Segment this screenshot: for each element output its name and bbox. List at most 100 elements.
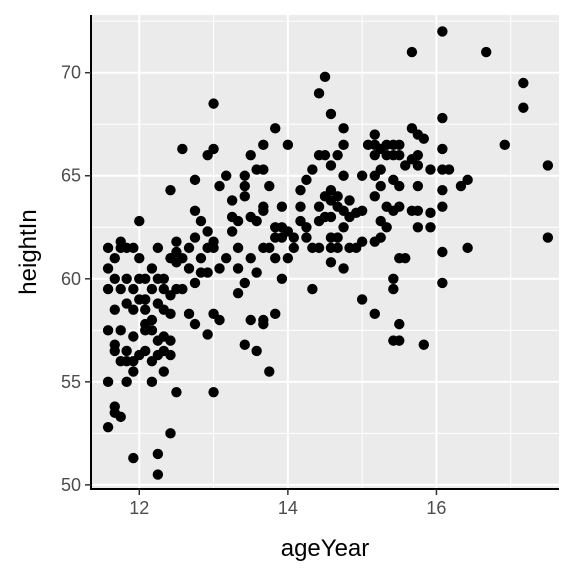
data-point <box>121 298 132 309</box>
data-point <box>325 211 337 223</box>
data-point <box>140 304 151 315</box>
data-point <box>189 318 201 330</box>
data-point <box>102 325 114 336</box>
data-point <box>325 184 337 196</box>
data-point <box>102 263 114 274</box>
data-point <box>400 252 411 264</box>
data-point <box>338 139 349 151</box>
data-point <box>128 452 139 464</box>
data-point <box>102 283 114 295</box>
y-axis-ticks: 50 55 60 65 70 <box>61 63 91 495</box>
data-point <box>542 160 554 171</box>
data-point <box>183 242 195 254</box>
data-point <box>394 139 405 151</box>
data-point <box>418 339 429 350</box>
data-point <box>146 263 158 274</box>
data-point <box>264 242 275 254</box>
x-tick-label: 12 <box>129 498 149 518</box>
data-point <box>152 469 164 480</box>
data-point <box>165 308 176 320</box>
data-point <box>165 184 176 196</box>
data-point <box>313 88 325 99</box>
data-point <box>282 252 294 264</box>
y-tick-label: 55 <box>61 372 81 392</box>
data-point <box>140 294 151 305</box>
data-point <box>295 201 306 212</box>
data-point <box>394 318 405 330</box>
data-point <box>338 222 349 233</box>
data-point <box>338 170 349 181</box>
data-point <box>375 164 386 175</box>
data-point <box>425 222 436 233</box>
data-point <box>356 236 368 247</box>
data-point <box>518 102 529 113</box>
data-point <box>443 164 455 175</box>
data-point <box>183 263 195 274</box>
data-point <box>332 149 343 161</box>
data-point <box>394 335 405 346</box>
data-point <box>313 242 325 254</box>
data-point <box>462 242 473 254</box>
data-point <box>221 170 232 181</box>
data-point <box>319 71 331 83</box>
data-point <box>202 226 213 237</box>
data-point <box>128 283 139 295</box>
data-point <box>282 139 294 151</box>
data-point <box>307 283 318 295</box>
data-point <box>375 232 386 243</box>
data-point <box>115 325 126 336</box>
data-point <box>388 273 399 284</box>
data-point <box>146 325 158 336</box>
y-tick-label: 65 <box>61 166 81 186</box>
data-point <box>338 123 349 134</box>
data-point <box>481 46 492 58</box>
data-point <box>400 160 411 171</box>
data-point <box>115 283 126 295</box>
data-point <box>394 180 405 192</box>
data-point <box>462 174 473 186</box>
data-point <box>319 149 331 161</box>
data-point <box>165 349 176 361</box>
data-point <box>356 205 368 216</box>
data-point <box>301 232 312 243</box>
data-point <box>239 339 250 350</box>
data-point <box>332 242 343 254</box>
data-point <box>369 191 380 202</box>
data-point <box>394 201 405 212</box>
data-point <box>418 133 429 144</box>
data-point <box>437 143 448 155</box>
data-point <box>425 164 436 175</box>
data-point <box>171 236 182 247</box>
data-point <box>128 304 139 315</box>
data-point <box>195 252 207 264</box>
data-point <box>232 288 244 299</box>
data-point <box>195 215 207 227</box>
data-point <box>412 160 424 171</box>
data-point <box>158 283 169 295</box>
data-point <box>239 191 250 202</box>
data-point <box>102 242 114 254</box>
data-point <box>128 331 139 342</box>
data-point <box>369 308 380 320</box>
data-point <box>499 139 510 151</box>
data-point <box>338 263 349 274</box>
data-point <box>102 376 114 388</box>
data-point <box>208 143 219 155</box>
data-point <box>232 242 244 254</box>
data-point <box>202 329 213 340</box>
data-point <box>245 252 256 264</box>
x-axis-title: ageYear <box>281 535 370 562</box>
data-point <box>542 232 554 243</box>
data-point <box>226 195 238 206</box>
data-points <box>102 26 554 480</box>
data-point <box>288 232 299 243</box>
data-point <box>165 428 176 439</box>
data-point <box>437 112 448 124</box>
data-point <box>437 277 448 289</box>
data-point <box>239 170 250 181</box>
data-point <box>270 308 281 320</box>
x-tick-label: 14 <box>278 498 298 518</box>
data-point <box>412 205 424 216</box>
data-point <box>412 149 424 161</box>
